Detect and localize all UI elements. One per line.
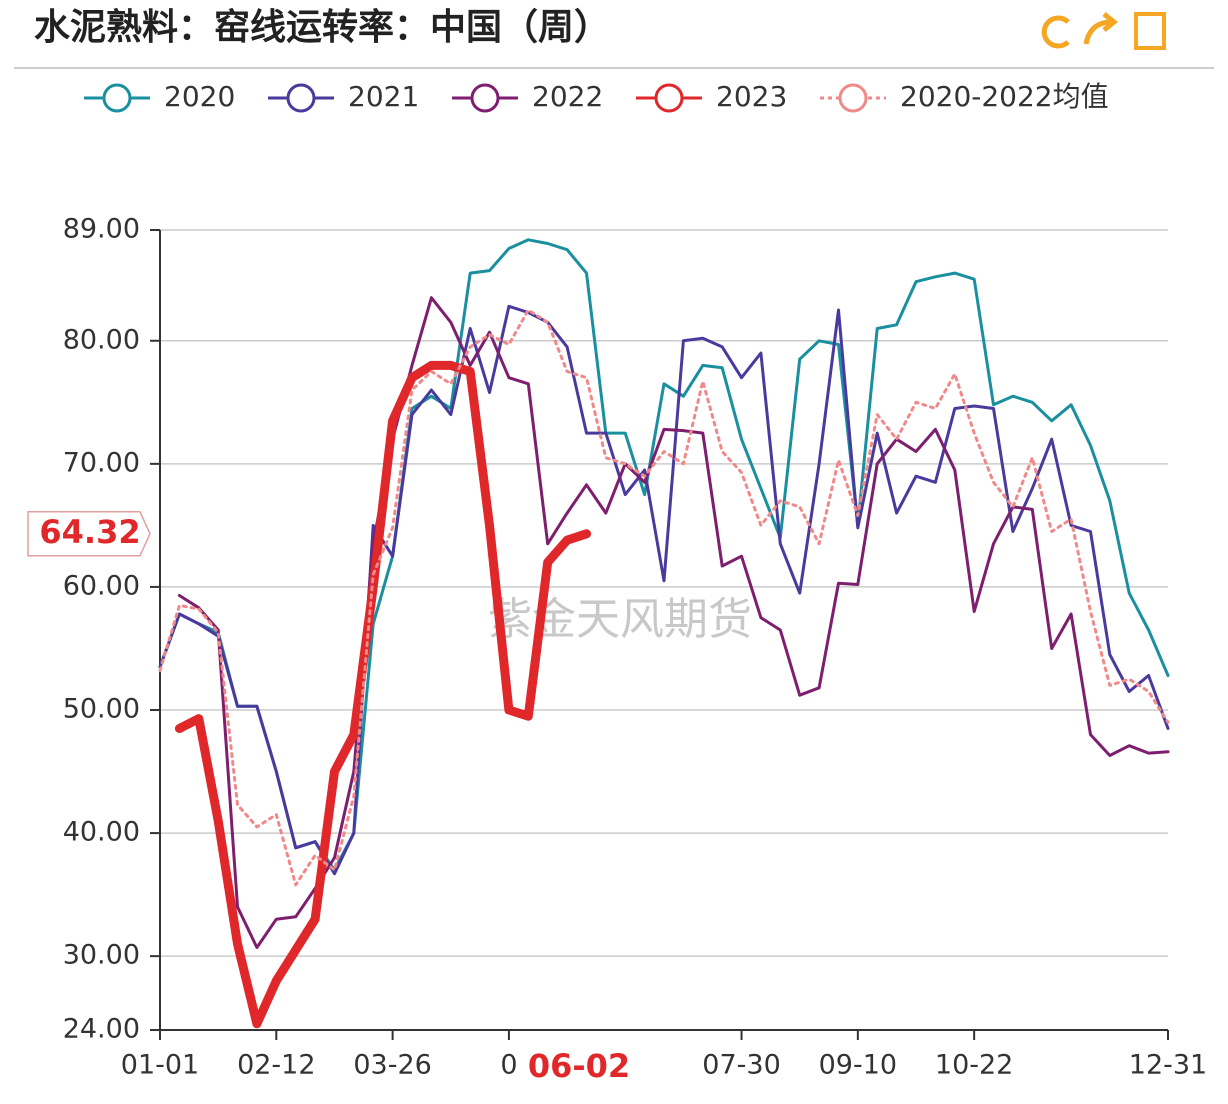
series-line	[158, 308, 1170, 887]
legend-label: 2020	[164, 80, 235, 113]
legend-label: 2020-2022均值	[900, 80, 1109, 113]
x-tick-label: 10-22	[935, 1050, 1013, 1081]
series-line	[174, 360, 591, 1029]
legend-label: 2023	[716, 80, 787, 113]
y-pointer-box	[27, 511, 151, 557]
x-tick-label: 01-01	[121, 1050, 199, 1081]
y-tick-label: 70.00	[63, 447, 140, 478]
save-icon[interactable]	[1134, 12, 1166, 50]
x-pointer-label: 06-02	[528, 1047, 630, 1085]
y-tick-label: 40.00	[63, 817, 140, 848]
series-line	[158, 238, 1170, 872]
legend-item: 2023	[636, 80, 787, 113]
legend-label: 2022	[532, 80, 603, 113]
series-line	[177, 296, 1170, 949]
legend-marker	[654, 83, 684, 113]
legend-item: 2021	[268, 80, 419, 113]
y-pointer-label: 64.32	[39, 513, 140, 551]
x-tick-label: 02-12	[237, 1050, 315, 1081]
y-tick-label: 60.00	[63, 570, 140, 601]
y-tick-label: 80.00	[63, 324, 140, 355]
legend-item: 2020	[84, 80, 235, 113]
legend-item: 2022	[452, 80, 603, 113]
chart-title: 水泥熟料：窑线运转率：中国（周）	[34, 6, 610, 48]
x-tick-label: 07-30	[702, 1050, 780, 1081]
legend-marker	[470, 83, 500, 113]
legend-marker	[102, 83, 132, 113]
watermark: 紫金天风期货	[488, 594, 752, 645]
legend-marker	[286, 83, 316, 113]
legend-label: 2021	[348, 80, 419, 113]
share-icon[interactable]	[1083, 12, 1119, 45]
legend-item: 2020-2022均值	[820, 80, 1109, 113]
toolbox[interactable]	[1041, 12, 1166, 50]
x-tick-label: 12-31	[1129, 1050, 1207, 1081]
x-tick-label: 03-26	[353, 1050, 431, 1081]
y-tick-label: 89.00	[63, 214, 140, 245]
x-tick-label: 0	[500, 1050, 517, 1081]
legend-marker	[838, 83, 868, 113]
x-pointer-box	[520, 1044, 638, 1090]
y-tick-label: 24.00	[63, 1014, 140, 1045]
y-tick-label: 50.00	[63, 694, 140, 725]
x-tick-label: 09-10	[819, 1050, 897, 1081]
y-tick-label: 30.00	[63, 940, 140, 971]
series-line	[158, 304, 1170, 876]
refresh-icon[interactable]	[1041, 15, 1070, 49]
